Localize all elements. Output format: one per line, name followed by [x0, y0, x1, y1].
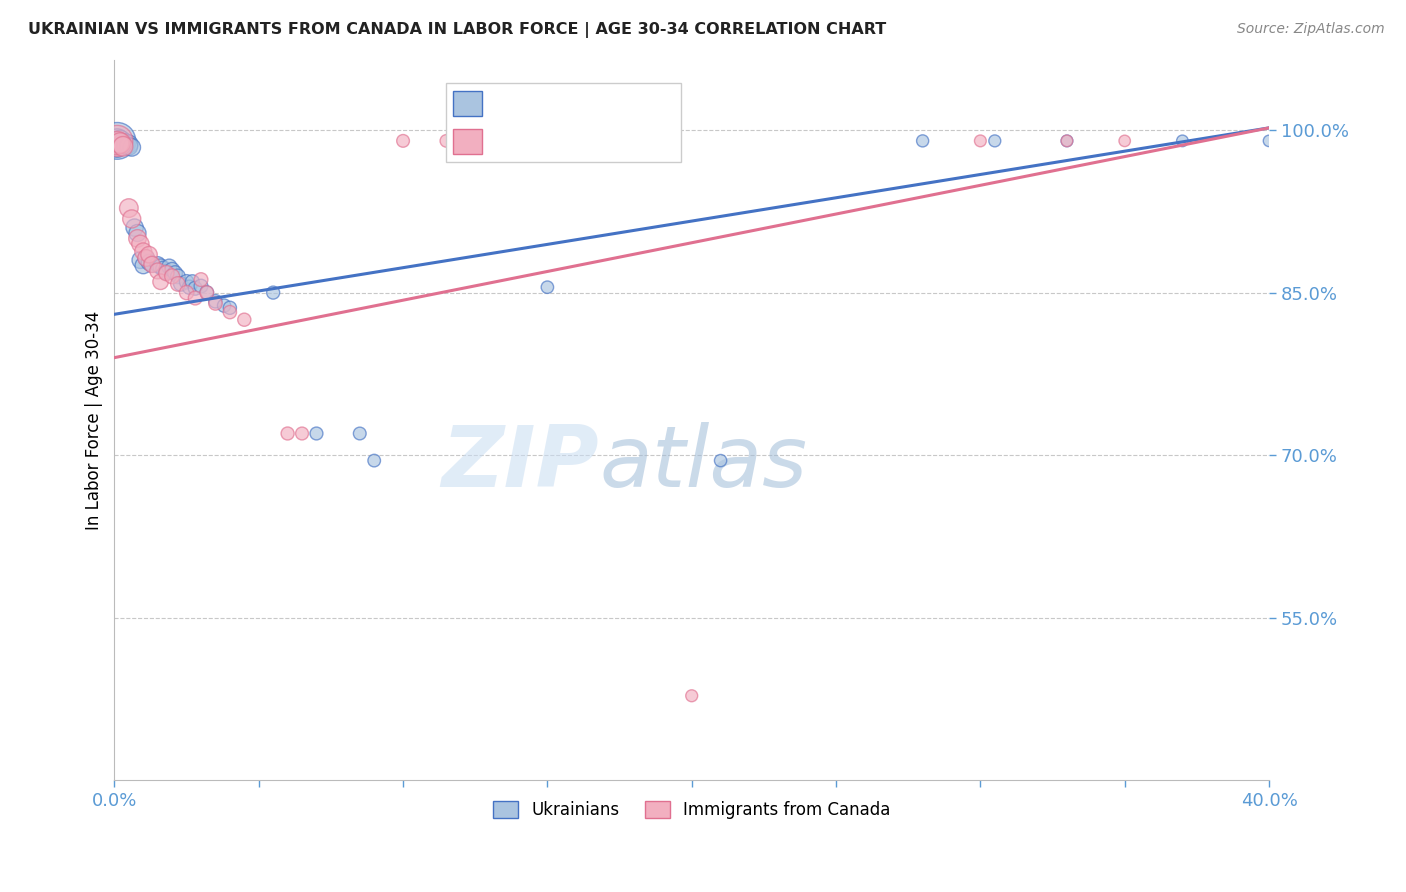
Point — [363, 453, 385, 467]
Legend: Ukrainians, Immigrants from Canada: Ukrainians, Immigrants from Canada — [486, 795, 897, 826]
Point — [181, 275, 204, 289]
Point — [218, 301, 240, 315]
Point — [132, 244, 155, 259]
Point — [115, 136, 138, 150]
Point — [127, 231, 149, 245]
Text: Source: ZipAtlas.com: Source: ZipAtlas.com — [1237, 22, 1385, 37]
Point — [623, 134, 645, 148]
Point — [1171, 134, 1194, 148]
Point — [157, 260, 180, 274]
Point — [105, 134, 128, 148]
Text: ZIP: ZIP — [441, 422, 599, 505]
Point — [508, 134, 530, 148]
Point — [108, 134, 131, 148]
Point — [536, 280, 558, 294]
Point — [146, 264, 169, 278]
Point — [149, 275, 172, 289]
Point — [163, 266, 186, 280]
Point — [190, 272, 212, 286]
Point — [434, 134, 457, 148]
Point — [118, 139, 141, 153]
Point — [118, 201, 141, 215]
Point — [195, 285, 218, 300]
Point — [184, 281, 207, 295]
Point — [190, 279, 212, 293]
Point — [108, 136, 131, 150]
Point — [212, 299, 235, 313]
Text: UKRAINIAN VS IMMIGRANTS FROM CANADA IN LABOR FORCE | AGE 30-34 CORRELATION CHART: UKRAINIAN VS IMMIGRANTS FROM CANADA IN L… — [28, 22, 886, 38]
Point — [160, 263, 183, 277]
Point — [291, 426, 314, 441]
Point — [135, 251, 157, 265]
Point — [1258, 134, 1281, 148]
Point — [218, 305, 240, 319]
Point — [176, 275, 198, 289]
Point — [155, 265, 177, 279]
Point — [984, 134, 1007, 148]
Point — [105, 134, 128, 148]
Point — [1056, 134, 1078, 148]
Point — [195, 285, 218, 300]
Point — [179, 280, 201, 294]
Point — [565, 134, 588, 148]
Point — [115, 138, 138, 153]
Point — [184, 291, 207, 305]
Point — [204, 296, 226, 310]
Point — [911, 134, 934, 148]
Point — [121, 211, 143, 226]
Point — [155, 266, 177, 280]
Point — [132, 259, 155, 273]
Point — [141, 257, 163, 271]
Point — [112, 136, 135, 150]
Point — [233, 312, 256, 326]
Point — [277, 426, 299, 441]
Point — [710, 453, 733, 467]
Point — [127, 226, 149, 240]
Point — [152, 261, 174, 276]
Point — [129, 253, 152, 268]
Point — [124, 220, 146, 235]
Point — [349, 426, 371, 441]
Point — [262, 285, 284, 300]
Point — [129, 236, 152, 251]
Point — [160, 269, 183, 284]
Point — [105, 139, 128, 153]
Point — [167, 277, 190, 291]
Point — [392, 134, 415, 148]
Point — [138, 248, 160, 262]
Point — [305, 426, 328, 441]
Point — [105, 136, 128, 150]
Y-axis label: In Labor Force | Age 30-34: In Labor Force | Age 30-34 — [86, 310, 103, 530]
Point — [204, 294, 226, 309]
Point — [170, 277, 193, 291]
Text: atlas: atlas — [599, 422, 807, 505]
Point — [176, 285, 198, 300]
Point — [141, 257, 163, 271]
Point — [112, 139, 135, 153]
Point — [1056, 134, 1078, 148]
Point — [135, 251, 157, 265]
Point — [681, 689, 703, 703]
Point — [105, 134, 128, 148]
Point — [138, 255, 160, 269]
Point — [118, 137, 141, 152]
Point — [969, 134, 991, 148]
Point — [146, 257, 169, 271]
Point — [108, 136, 131, 150]
Point — [149, 260, 172, 274]
Point — [121, 140, 143, 154]
Point — [167, 269, 190, 284]
Point — [1114, 134, 1136, 148]
